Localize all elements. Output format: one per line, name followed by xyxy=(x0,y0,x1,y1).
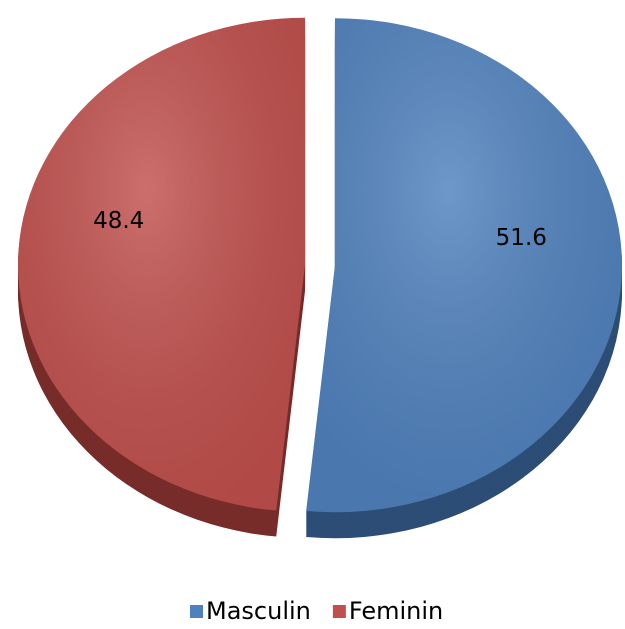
legend-label: Masculin xyxy=(206,597,311,625)
data-label: 48.4 xyxy=(93,208,144,234)
legend-swatch xyxy=(190,605,203,618)
legend: Masculin Feminin xyxy=(190,597,443,625)
pie: 51.6 48.4 xyxy=(18,17,622,539)
data-label: 51.6 xyxy=(496,225,547,251)
legend-swatch xyxy=(332,605,346,618)
legend-label: Feminin xyxy=(349,597,443,625)
slice-shine xyxy=(306,18,622,513)
slice-shine xyxy=(18,17,306,511)
